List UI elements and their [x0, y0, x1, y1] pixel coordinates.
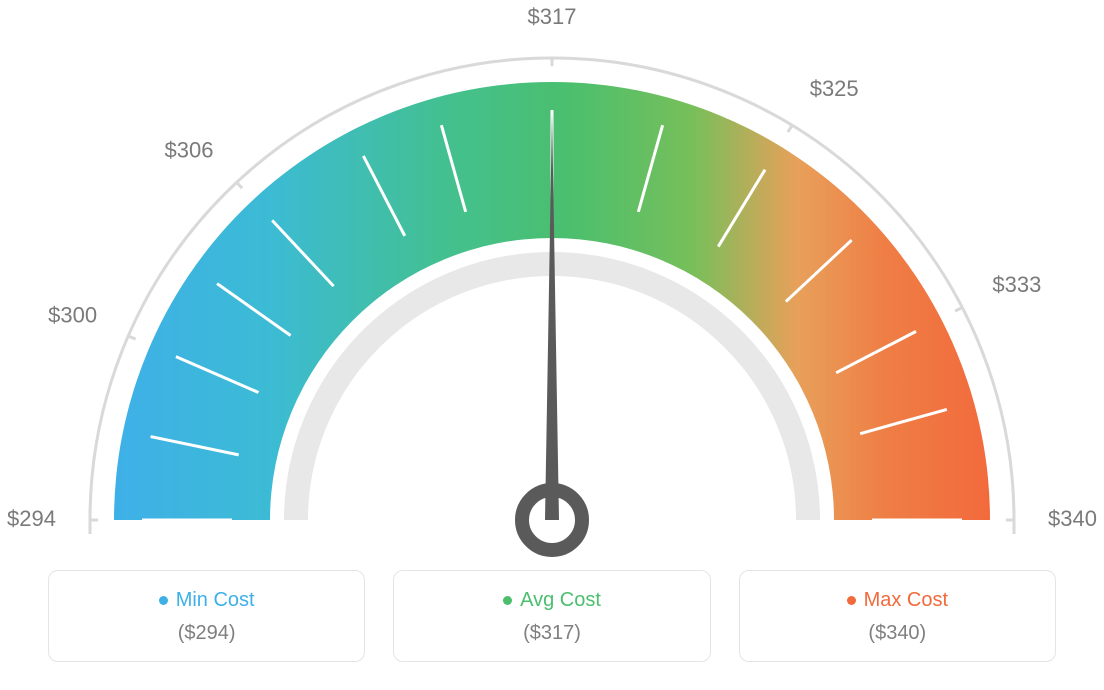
legend-card-min: Min Cost ($294)	[48, 570, 365, 662]
scale-nub	[237, 182, 242, 188]
cost-gauge-infographic: $294 $300 $306 $317 $325 $333 $340 Min Cost ($…	[0, 0, 1104, 690]
gauge-tick-label: $340	[1048, 506, 1097, 531]
legend-card-avg: Avg Cost ($317)	[393, 570, 710, 662]
legend-card-max: Max Cost ($340)	[739, 570, 1056, 662]
scale-nub	[128, 336, 135, 339]
dot-icon	[503, 596, 512, 605]
legend-title-min: Min Cost	[159, 589, 255, 612]
gauge-tick-label: $294	[7, 506, 56, 531]
legend-title-text: Min Cost	[176, 589, 255, 612]
dot-icon	[847, 596, 856, 605]
gauge-tick-label: $317	[528, 4, 577, 29]
legend-title-avg: Avg Cost	[503, 589, 601, 612]
legend-value-max: ($340)	[740, 622, 1055, 645]
gauge-tick-label: $306	[165, 138, 214, 163]
gauge-chart: $294 $300 $306 $317 $325 $333 $340	[0, 0, 1104, 560]
scale-nub	[788, 125, 792, 132]
legend-value-min: ($294)	[49, 622, 364, 645]
dot-icon	[159, 596, 168, 605]
legend-title-text: Avg Cost	[520, 589, 601, 612]
legend-title-max: Max Cost	[847, 589, 948, 612]
gauge-svg: $294 $300 $306 $317 $325 $333 $340	[0, 0, 1104, 560]
gauge-tick-label: $325	[810, 76, 859, 101]
gauge-tick-label: $300	[48, 302, 97, 327]
legend-row: Min Cost ($294) Avg Cost ($317) Max Cost…	[48, 570, 1056, 662]
legend-value-avg: ($317)	[394, 622, 709, 645]
scale-nub	[955, 307, 962, 311]
gauge-tick-label: $333	[992, 272, 1041, 297]
legend-title-text: Max Cost	[864, 589, 948, 612]
